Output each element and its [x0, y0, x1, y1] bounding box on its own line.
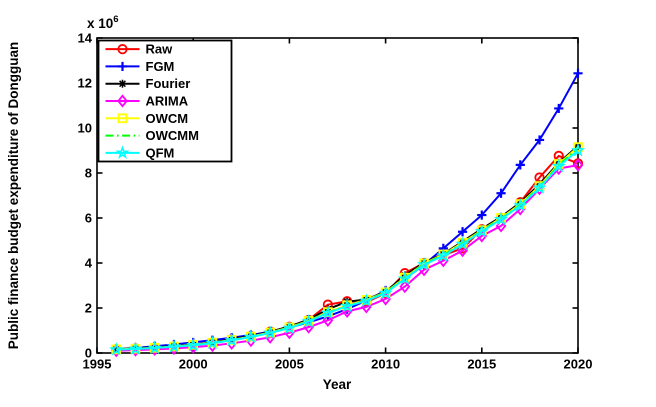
y-axis-label: Public finance budget expenditure of Don…: [6, 42, 21, 350]
legend-label: Fourier: [146, 76, 191, 91]
legend-entry-fourier: Fourier: [105, 76, 191, 91]
marker-pentagram: [282, 320, 297, 335]
exponent-base: x 10: [87, 16, 113, 31]
x-tick-label: 2000: [179, 357, 208, 372]
y-tick-label: 12: [78, 76, 92, 91]
marker-pentagram: [243, 329, 259, 344]
y-tick-label: 8: [85, 166, 92, 181]
marker-pentagram: [493, 211, 509, 226]
x-tick-label: 2005: [275, 357, 304, 372]
marker-diamond: [399, 279, 411, 294]
marker-pentagram: [224, 332, 239, 347]
marker-pentagram: [416, 257, 432, 271]
marker-diamond: [322, 313, 334, 328]
series-raw: [111, 150, 584, 355]
marker-pentagram: [340, 298, 355, 313]
marker-pentagram: [109, 342, 124, 356]
legend-label: OWCM: [146, 111, 189, 126]
marker-pentagram: [513, 198, 528, 212]
legend-entry-raw: Raw: [105, 42, 174, 57]
marker-pentagram: [301, 314, 316, 328]
x-tick-label: 2020: [564, 357, 593, 372]
y-tick-label: 14: [78, 31, 93, 46]
marker-pentagram: [436, 248, 451, 262]
marker-pentagram: [186, 337, 201, 352]
series-line: [116, 154, 579, 351]
marker-pentagram: [320, 305, 335, 319]
legend: Raw FGM Fourier ARIMA OWCM OWCMM QFM: [97, 39, 233, 163]
y-tick-label: 10: [78, 121, 92, 136]
marker-circle: [117, 44, 128, 55]
series-qfm: [109, 143, 586, 356]
legend-entry-qfm: QFM: [105, 145, 175, 160]
x-tick-label: 1995: [83, 357, 112, 372]
legend-entry-owcmm: OWCMM: [105, 128, 199, 143]
plot-area: 1995 2000 2005 2010 2015 2020 0 2 4 6 8 10 12 14: [78, 31, 593, 372]
marker-square: [117, 113, 128, 124]
series-fourier: [112, 142, 582, 354]
series-line: [116, 146, 579, 351]
series-line: [116, 149, 579, 351]
marker-plus: [573, 68, 583, 78]
marker-plus: [457, 227, 468, 237]
marker-plus: [496, 188, 506, 198]
y-tick-label: 4: [85, 256, 93, 271]
x-tick-label: 2010: [371, 357, 400, 372]
legend-label: QFM: [146, 145, 175, 160]
marker-diamond: [117, 94, 128, 108]
series-line: [116, 164, 579, 352]
marker-diamond: [572, 158, 584, 172]
legend-label: OWCMM: [146, 128, 199, 143]
marker-plus: [477, 210, 487, 220]
marker-pentagram: [397, 271, 412, 285]
marker-pentagram: [474, 224, 489, 238]
marker-pentagram: [115, 145, 130, 159]
marker-plus: [534, 135, 545, 145]
marker-pentagram: [147, 340, 162, 355]
x-tick-label: 2015: [467, 357, 496, 372]
legend-label: ARIMA: [146, 94, 189, 109]
y-tick-label: 2: [85, 301, 92, 316]
marker-plus: [117, 61, 128, 72]
y-tick-label: 6: [85, 211, 92, 226]
marker-pentagram: [359, 293, 374, 307]
axis-exponent-label: x 106: [87, 14, 119, 31]
series-line: [116, 147, 579, 351]
marker-pentagram: [551, 158, 566, 173]
series-line: [116, 145, 579, 351]
marker-plus: [554, 103, 564, 114]
marker-plus: [515, 160, 525, 170]
y-tick-label: 0: [85, 346, 92, 361]
marker-pentagram: [455, 236, 470, 251]
legend-entry-owcm: OWCM: [105, 111, 189, 126]
legend-label: FGM: [146, 59, 175, 74]
marker-asterisk: [118, 79, 127, 88]
series-owcm: [111, 142, 583, 355]
series-arima: [110, 158, 584, 358]
marker-asterisk: [304, 315, 313, 324]
series-owcmm: [116, 147, 579, 351]
marker-pentagram: [378, 285, 393, 300]
marker-pentagram: [128, 341, 143, 355]
legend-entry-fgm: FGM: [105, 59, 175, 74]
legend-entry-arima: ARIMA: [105, 94, 189, 109]
marker-pentagram: [205, 335, 220, 350]
marker-pentagram: [570, 143, 586, 157]
marker-pentagram: [532, 180, 547, 194]
marker-asterisk: [477, 224, 486, 233]
marker-pentagram: [166, 339, 182, 353]
axes-box: [96, 37, 579, 354]
x-axis-label: Year: [323, 377, 352, 392]
legend-label: Raw: [146, 42, 174, 57]
marker-pentagram: [263, 325, 278, 339]
exponent-power: 6: [113, 14, 118, 25]
